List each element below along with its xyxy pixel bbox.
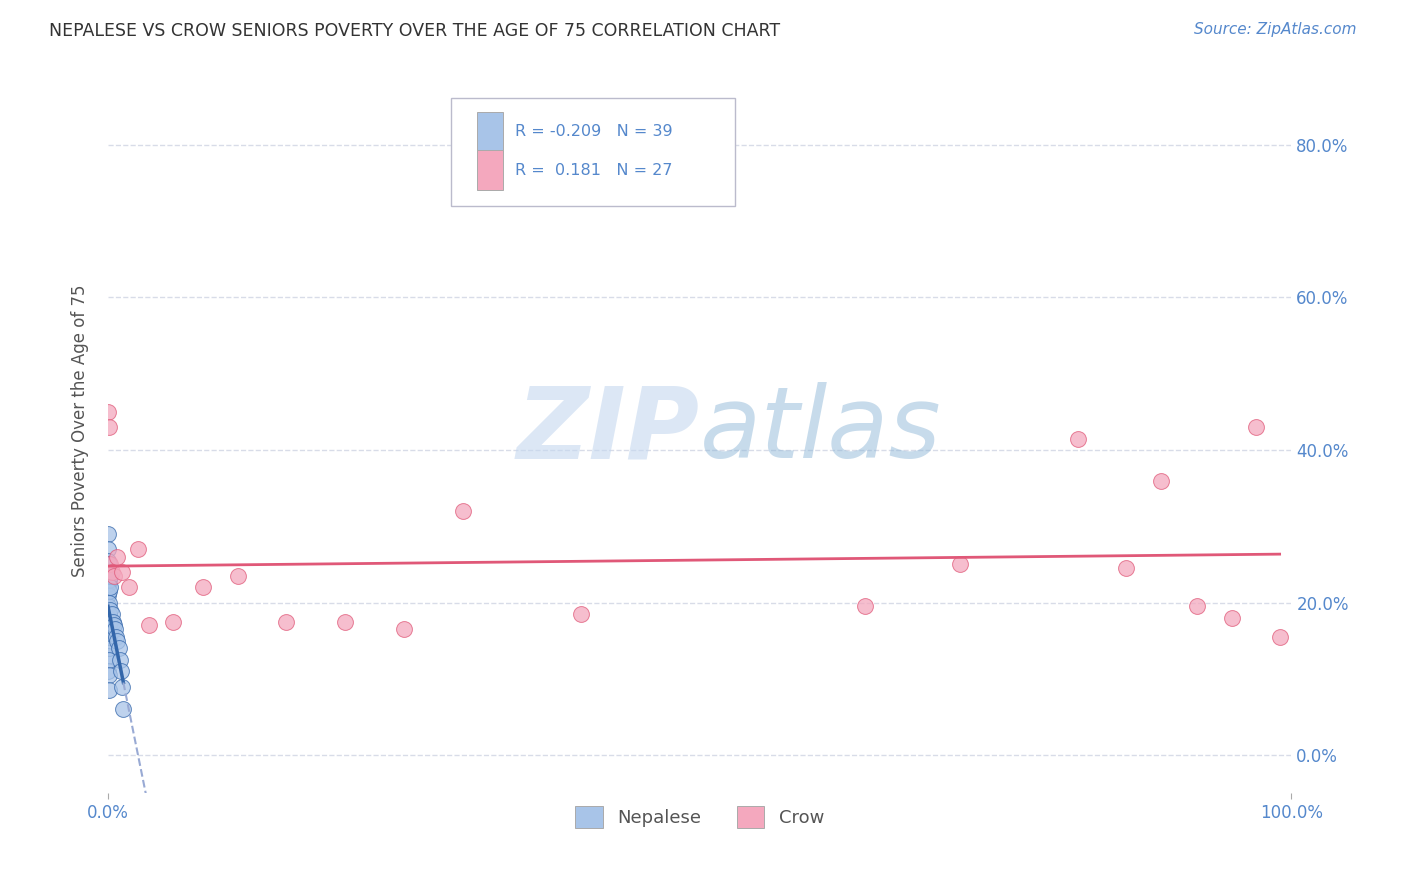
Point xyxy=(98,558,121,572)
Point xyxy=(98,615,121,629)
Point xyxy=(97,648,120,663)
Text: R = -0.209   N = 39: R = -0.209 N = 39 xyxy=(515,125,672,139)
Point xyxy=(98,573,121,587)
Point xyxy=(855,599,877,614)
Point xyxy=(98,584,121,599)
Point xyxy=(98,618,121,632)
Point xyxy=(105,630,128,644)
Point xyxy=(97,611,120,625)
Point xyxy=(111,565,134,579)
Text: Source: ZipAtlas.com: Source: ZipAtlas.com xyxy=(1194,22,1357,37)
Point xyxy=(98,607,121,621)
Point xyxy=(98,420,121,434)
Point xyxy=(98,630,121,644)
Point xyxy=(1115,561,1137,575)
Point xyxy=(97,665,120,679)
Point xyxy=(97,565,120,579)
Point xyxy=(97,405,120,419)
Point xyxy=(103,618,125,632)
FancyBboxPatch shape xyxy=(477,151,503,190)
Point xyxy=(118,580,141,594)
Point xyxy=(98,653,121,667)
Point xyxy=(107,633,129,648)
Point xyxy=(1185,599,1208,614)
Point xyxy=(333,615,356,629)
Point xyxy=(97,542,120,557)
Point xyxy=(97,588,120,602)
Point xyxy=(104,623,127,637)
Point xyxy=(103,569,125,583)
Point xyxy=(1220,611,1243,625)
Point xyxy=(107,641,129,656)
Point xyxy=(97,527,120,541)
Legend: Nepalese, Crow: Nepalese, Crow xyxy=(568,798,831,835)
Y-axis label: Seniors Poverty Over the Age of 75: Seniors Poverty Over the Age of 75 xyxy=(72,285,89,577)
Point xyxy=(110,665,132,679)
Point xyxy=(98,668,121,682)
Text: NEPALESE VS CROW SENIORS POVERTY OVER THE AGE OF 75 CORRELATION CHART: NEPALESE VS CROW SENIORS POVERTY OVER TH… xyxy=(49,22,780,40)
Point xyxy=(1268,630,1291,644)
Point xyxy=(162,615,184,629)
Point xyxy=(392,623,415,637)
Point xyxy=(1150,474,1173,488)
Point xyxy=(107,549,129,564)
Text: R =  0.181   N = 27: R = 0.181 N = 27 xyxy=(515,163,672,178)
Point xyxy=(108,653,131,667)
Point xyxy=(226,569,249,583)
Point xyxy=(98,596,121,610)
Point xyxy=(98,626,121,640)
Point xyxy=(97,554,120,568)
Point xyxy=(97,638,120,652)
Point xyxy=(100,565,122,579)
Point xyxy=(1244,420,1267,434)
Point xyxy=(111,680,134,694)
Point xyxy=(98,641,121,656)
Point xyxy=(97,626,120,640)
Text: ZIP: ZIP xyxy=(517,383,700,479)
Point xyxy=(97,576,120,591)
Point xyxy=(127,542,149,557)
Point xyxy=(138,618,160,632)
Point xyxy=(98,580,121,594)
Point xyxy=(1067,432,1090,446)
Point xyxy=(98,603,121,617)
Point xyxy=(569,607,592,621)
Point xyxy=(191,580,214,594)
Point xyxy=(451,504,474,518)
Point xyxy=(97,599,120,614)
Point xyxy=(949,558,972,572)
Point xyxy=(274,615,297,629)
Point xyxy=(112,702,135,716)
Text: atlas: atlas xyxy=(700,383,942,479)
Point xyxy=(101,615,124,629)
Point xyxy=(98,569,121,583)
FancyBboxPatch shape xyxy=(451,97,735,206)
Point xyxy=(98,683,121,698)
Point xyxy=(98,558,121,572)
FancyBboxPatch shape xyxy=(477,112,503,152)
Point xyxy=(100,607,122,621)
